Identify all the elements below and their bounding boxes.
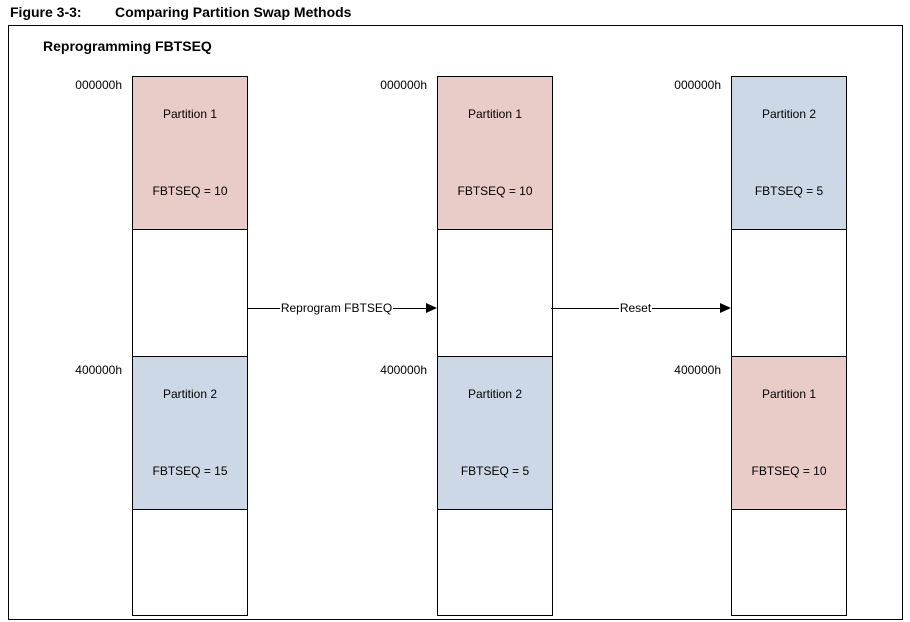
arrow-line: [551, 307, 619, 309]
address-label-bottom-col3: 400000h: [674, 363, 721, 377]
address-label-bottom-col2: 400000h: [380, 363, 427, 377]
partition-name: Partition 2: [467, 387, 523, 401]
arrow-label: Reset: [619, 301, 652, 315]
fbtseq-value: FBTSEQ = 5: [460, 464, 530, 478]
arrow-reprogram-fbtseq: Reprogram FBTSEQ: [247, 300, 437, 316]
fbtseq-value: FBTSEQ = 10: [152, 184, 228, 198]
arrowhead-right-icon: [720, 303, 732, 313]
figure-title-row: Figure 3-3: Comparing Partition Swap Meth…: [10, 4, 351, 20]
partition-name: Partition 1: [761, 387, 817, 401]
arrowhead-right-icon: [426, 303, 437, 313]
fbtseq-value: FBTSEQ = 15: [152, 464, 228, 478]
partition-box: Partition 1 FBTSEQ = 10: [438, 77, 552, 230]
partition-name: Partition 2: [761, 107, 817, 121]
arrow-line: [652, 307, 721, 309]
figure-title: Comparing Partition Swap Methods: [115, 4, 352, 20]
partition-box: Partition 2 FBTSEQ = 15: [133, 356, 247, 510]
address-label-bottom-col1: 400000h: [75, 363, 122, 377]
partition-box: Partition 2 FBTSEQ = 5: [732, 77, 846, 230]
memory-map-column-1: Partition 1 FBTSEQ = 10 Partition 2 FBTS…: [132, 76, 248, 616]
fbtseq-value: FBTSEQ = 10: [457, 184, 533, 198]
address-label-top-col3: 000000h: [674, 78, 721, 92]
partition-name: Partition 2: [162, 387, 218, 401]
address-label-top-col1: 000000h: [75, 78, 122, 92]
arrow-line: [393, 307, 426, 309]
partition-box: Partition 2 FBTSEQ = 5: [438, 356, 552, 510]
address-label-top-col2: 000000h: [380, 78, 427, 92]
partition-name: Partition 1: [467, 107, 523, 121]
partition-name: Partition 1: [162, 107, 218, 121]
figure-border-box: Reprogramming FBTSEQ 000000h 400000h 000…: [8, 25, 903, 620]
partition-box: Partition 1 FBTSEQ = 10: [133, 77, 247, 230]
arrow-label: Reprogram FBTSEQ: [280, 301, 393, 315]
fbtseq-value: FBTSEQ = 10: [751, 464, 827, 478]
arrow-reset: Reset: [551, 300, 732, 316]
memory-map-column-2: Partition 1 FBTSEQ = 10 Partition 2 FBTS…: [437, 76, 553, 616]
arrow-line: [247, 307, 280, 309]
fbtseq-value: FBTSEQ = 5: [754, 184, 824, 198]
figure-number-label: Figure 3-3:: [10, 4, 82, 20]
figure-subtitle: Reprogramming FBTSEQ: [43, 38, 212, 54]
memory-map-column-3: Partition 2 FBTSEQ = 5 Partition 1 FBTSE…: [731, 76, 847, 616]
partition-box: Partition 1 FBTSEQ = 10: [732, 356, 846, 510]
